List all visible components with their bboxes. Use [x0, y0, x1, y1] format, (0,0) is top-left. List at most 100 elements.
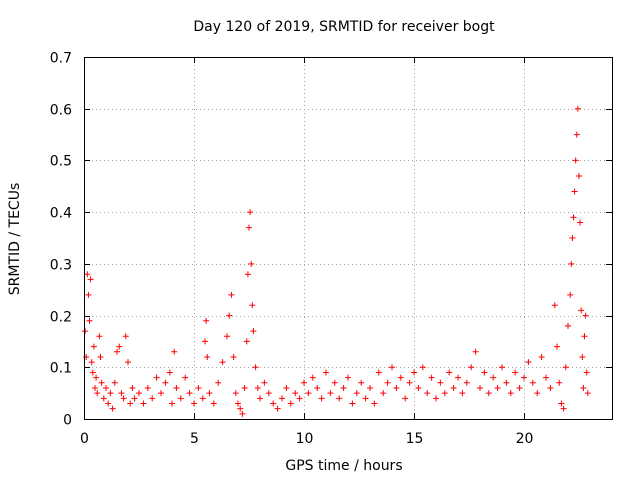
data-point [424, 390, 431, 397]
data-point [140, 400, 147, 407]
data-point [100, 395, 107, 402]
data-point [125, 359, 131, 366]
data-point [86, 317, 93, 324]
data-point [144, 384, 151, 391]
data-point [114, 348, 120, 355]
data-point [485, 390, 492, 397]
data-point [571, 188, 578, 195]
data-point [345, 374, 351, 381]
data-point [556, 379, 563, 386]
data-point [577, 219, 584, 226]
x-tick-label: 15 [406, 431, 424, 447]
data-point [127, 400, 134, 407]
y-tick-label: 0.4 [50, 206, 72, 222]
data-point [411, 369, 417, 376]
data-point [331, 379, 338, 386]
data-point [87, 276, 94, 283]
y-tick-label: 0.2 [50, 310, 72, 326]
data-point [402, 395, 409, 402]
data-point [393, 384, 400, 391]
data-point [199, 395, 206, 402]
data-point [279, 395, 285, 402]
data-point [580, 384, 587, 391]
data-point [111, 379, 118, 386]
data-point [149, 395, 156, 402]
data-point [219, 359, 226, 366]
data-point [428, 374, 435, 381]
data-point [538, 353, 545, 360]
x-axis-label: GPS time / hours [285, 458, 402, 474]
y-axis-label: SRMTID / TECUs [7, 183, 23, 296]
data-point [481, 369, 488, 376]
y-tick-label: 0.5 [50, 154, 72, 170]
data-point [136, 390, 142, 397]
data-point [534, 390, 541, 397]
data-point [340, 384, 347, 391]
data-point [406, 379, 413, 386]
data-point [578, 307, 585, 314]
data-point [415, 384, 422, 391]
data-point [547, 384, 554, 391]
x-tick-label: 0 [80, 431, 89, 447]
data-point [107, 390, 114, 397]
data-point [581, 333, 588, 340]
data-point [85, 291, 92, 298]
data-point [191, 400, 197, 407]
data-point [232, 390, 239, 397]
data-point [265, 390, 272, 397]
data-point [562, 364, 569, 371]
data-point [252, 364, 259, 371]
plot-frame [84, 57, 613, 420]
data-point [120, 395, 127, 402]
data-point [455, 374, 461, 381]
data-point [367, 384, 373, 391]
data-point [206, 390, 213, 397]
grid [84, 57, 612, 419]
y-tick-label: 0.3 [50, 258, 72, 274]
data-point [573, 131, 580, 138]
data-point [226, 312, 233, 319]
data-point [195, 384, 202, 391]
data-point [173, 384, 180, 391]
data-point [362, 395, 369, 402]
data-point [296, 395, 303, 402]
data-point [82, 328, 89, 335]
data-point [257, 395, 263, 402]
data-point [560, 405, 567, 412]
data-point [235, 400, 241, 407]
data-point [301, 379, 307, 386]
data-point [371, 400, 378, 407]
data-point [309, 374, 316, 381]
data-point [84, 271, 91, 278]
data-point [569, 235, 576, 241]
x-tick-label: 20 [516, 431, 534, 447]
data-point [204, 353, 211, 360]
data-point [122, 333, 129, 340]
data-point [358, 379, 365, 386]
data-point [92, 384, 98, 391]
data-point [202, 338, 208, 345]
data-point [397, 374, 404, 381]
data-point [419, 364, 426, 371]
data-point [215, 379, 222, 386]
data-point [336, 395, 343, 402]
data-point [314, 384, 321, 391]
y-tick-label: 0.1 [50, 361, 72, 377]
y-tick-label: 0.7 [50, 51, 72, 67]
data-point [177, 395, 184, 402]
data-point [274, 405, 281, 412]
data-point [98, 379, 105, 386]
data-point [261, 379, 268, 386]
data-point [292, 390, 299, 397]
data-point [463, 379, 470, 386]
data-point [129, 384, 136, 391]
data-point [244, 271, 251, 278]
data-point [89, 369, 96, 376]
data-point [433, 395, 439, 402]
data-point [450, 384, 457, 391]
data-point [583, 369, 590, 376]
data-point [203, 317, 210, 324]
data-point [249, 302, 256, 309]
y-tick-label: 0 [63, 413, 72, 429]
data-point [499, 364, 505, 371]
